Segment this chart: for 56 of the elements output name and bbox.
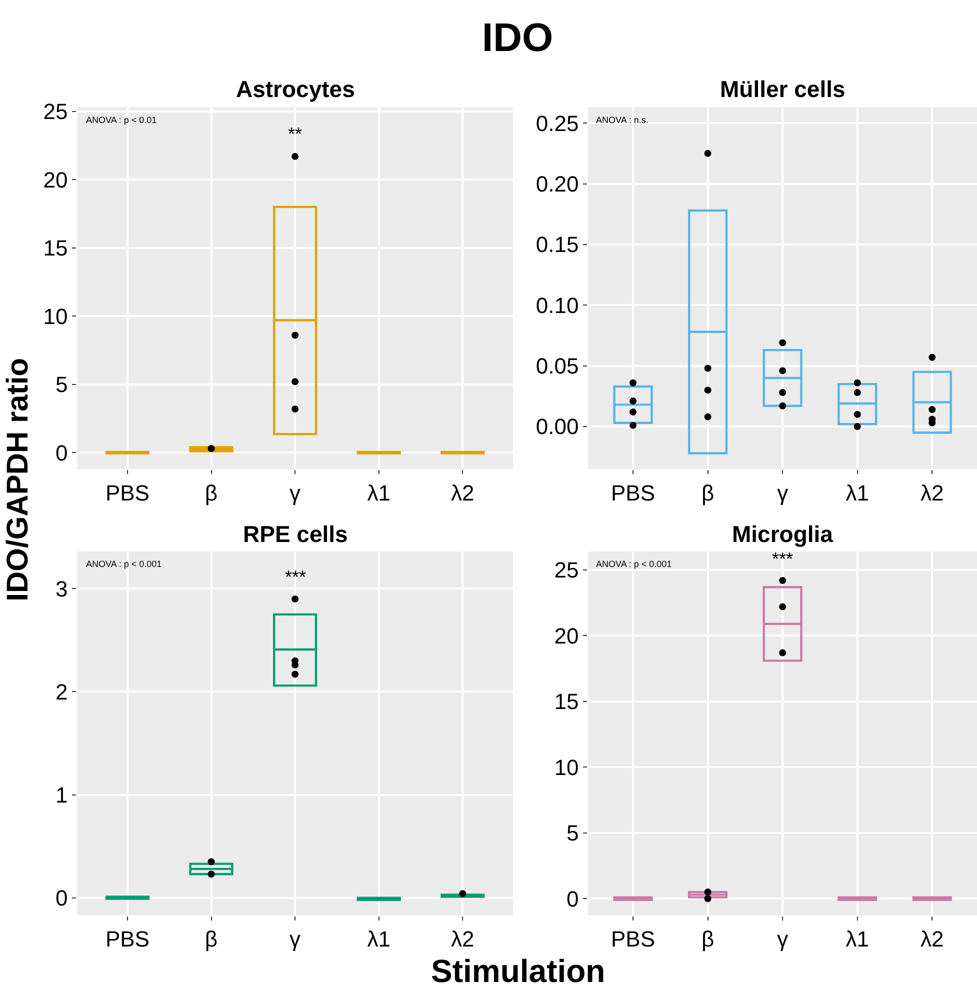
x-tick-label: PBS (611, 926, 656, 952)
y-tick-label: 0 (56, 440, 68, 466)
annotation: ANOVA : n.s. (596, 115, 648, 125)
x-tick-label: λ1 (846, 926, 869, 952)
annotation: *** (772, 549, 794, 569)
x-tick-label: λ1 (367, 480, 390, 506)
y-tick-label: 0 (566, 886, 579, 912)
x-tick-label: β (701, 480, 714, 506)
x-tick-label: λ1 (367, 926, 390, 952)
y-tick-label: 10 (554, 754, 579, 780)
y-tick-label: 15 (43, 236, 68, 261)
y-tick-label: 2 (56, 679, 68, 704)
y-tick-label: 25 (43, 99, 68, 124)
annotation: *** (285, 567, 306, 587)
annotation: ANOVA : p < 0.01 (86, 115, 157, 125)
x-tick-label: γ (290, 926, 301, 952)
x-tick-label: λ2 (451, 480, 474, 506)
x-tick-label: β (204, 480, 218, 506)
chart-subtitle: RPE cells (243, 521, 348, 547)
y-tick-label: 1 (56, 782, 68, 808)
y-tick-label: 20 (554, 623, 579, 648)
y-tick-label: 3 (56, 576, 68, 602)
y-tick-label: 0 (56, 885, 68, 910)
annotation: ANOVA : p < 0.001 (596, 559, 672, 569)
y-tick-label: 5 (566, 820, 579, 846)
y-axis-title: IDO/GAPDH ratio (2, 358, 35, 602)
x-tick-label: PBS (105, 926, 150, 952)
y-tick-label: 5 (56, 372, 68, 398)
x-tick-label: β (701, 926, 714, 952)
x-tick-label: γ (777, 926, 788, 952)
x-tick-label: γ (290, 480, 301, 506)
y-tick-label: 0.25 (536, 110, 579, 136)
y-tick-label: 0.15 (536, 232, 579, 258)
x-tick-label: β (204, 926, 218, 952)
annotation: ** (288, 124, 302, 144)
y-tick-label: 10 (43, 304, 68, 329)
y-tick-label: 0.00 (536, 414, 579, 440)
y-tick-label: 25 (554, 558, 579, 583)
chart-subtitle: Microglia (732, 521, 834, 547)
y-tick-label: 20 (43, 167, 68, 192)
x-tick-label: PBS (611, 480, 656, 506)
y-tick-label: 0.10 (536, 292, 579, 318)
chart-subtitle: Müller cells (720, 76, 846, 102)
x-tick-label: γ (777, 480, 788, 506)
x-tick-label: λ1 (846, 480, 869, 506)
y-tick-label: 15 (554, 689, 579, 714)
annotation: ANOVA : p < 0.001 (86, 559, 162, 569)
x-tick-label: PBS (105, 480, 150, 506)
x-axis-title: Stimulation (431, 953, 606, 989)
x-tick-label: λ2 (920, 480, 944, 506)
chart-title: IDO (482, 16, 554, 60)
x-tick-label: λ2 (920, 926, 944, 952)
x-tick-label: λ2 (451, 926, 474, 952)
y-tick-label: 0.20 (536, 171, 579, 196)
chart-subtitle: Astrocytes (236, 76, 355, 102)
y-tick-label: 0.05 (536, 354, 579, 379)
